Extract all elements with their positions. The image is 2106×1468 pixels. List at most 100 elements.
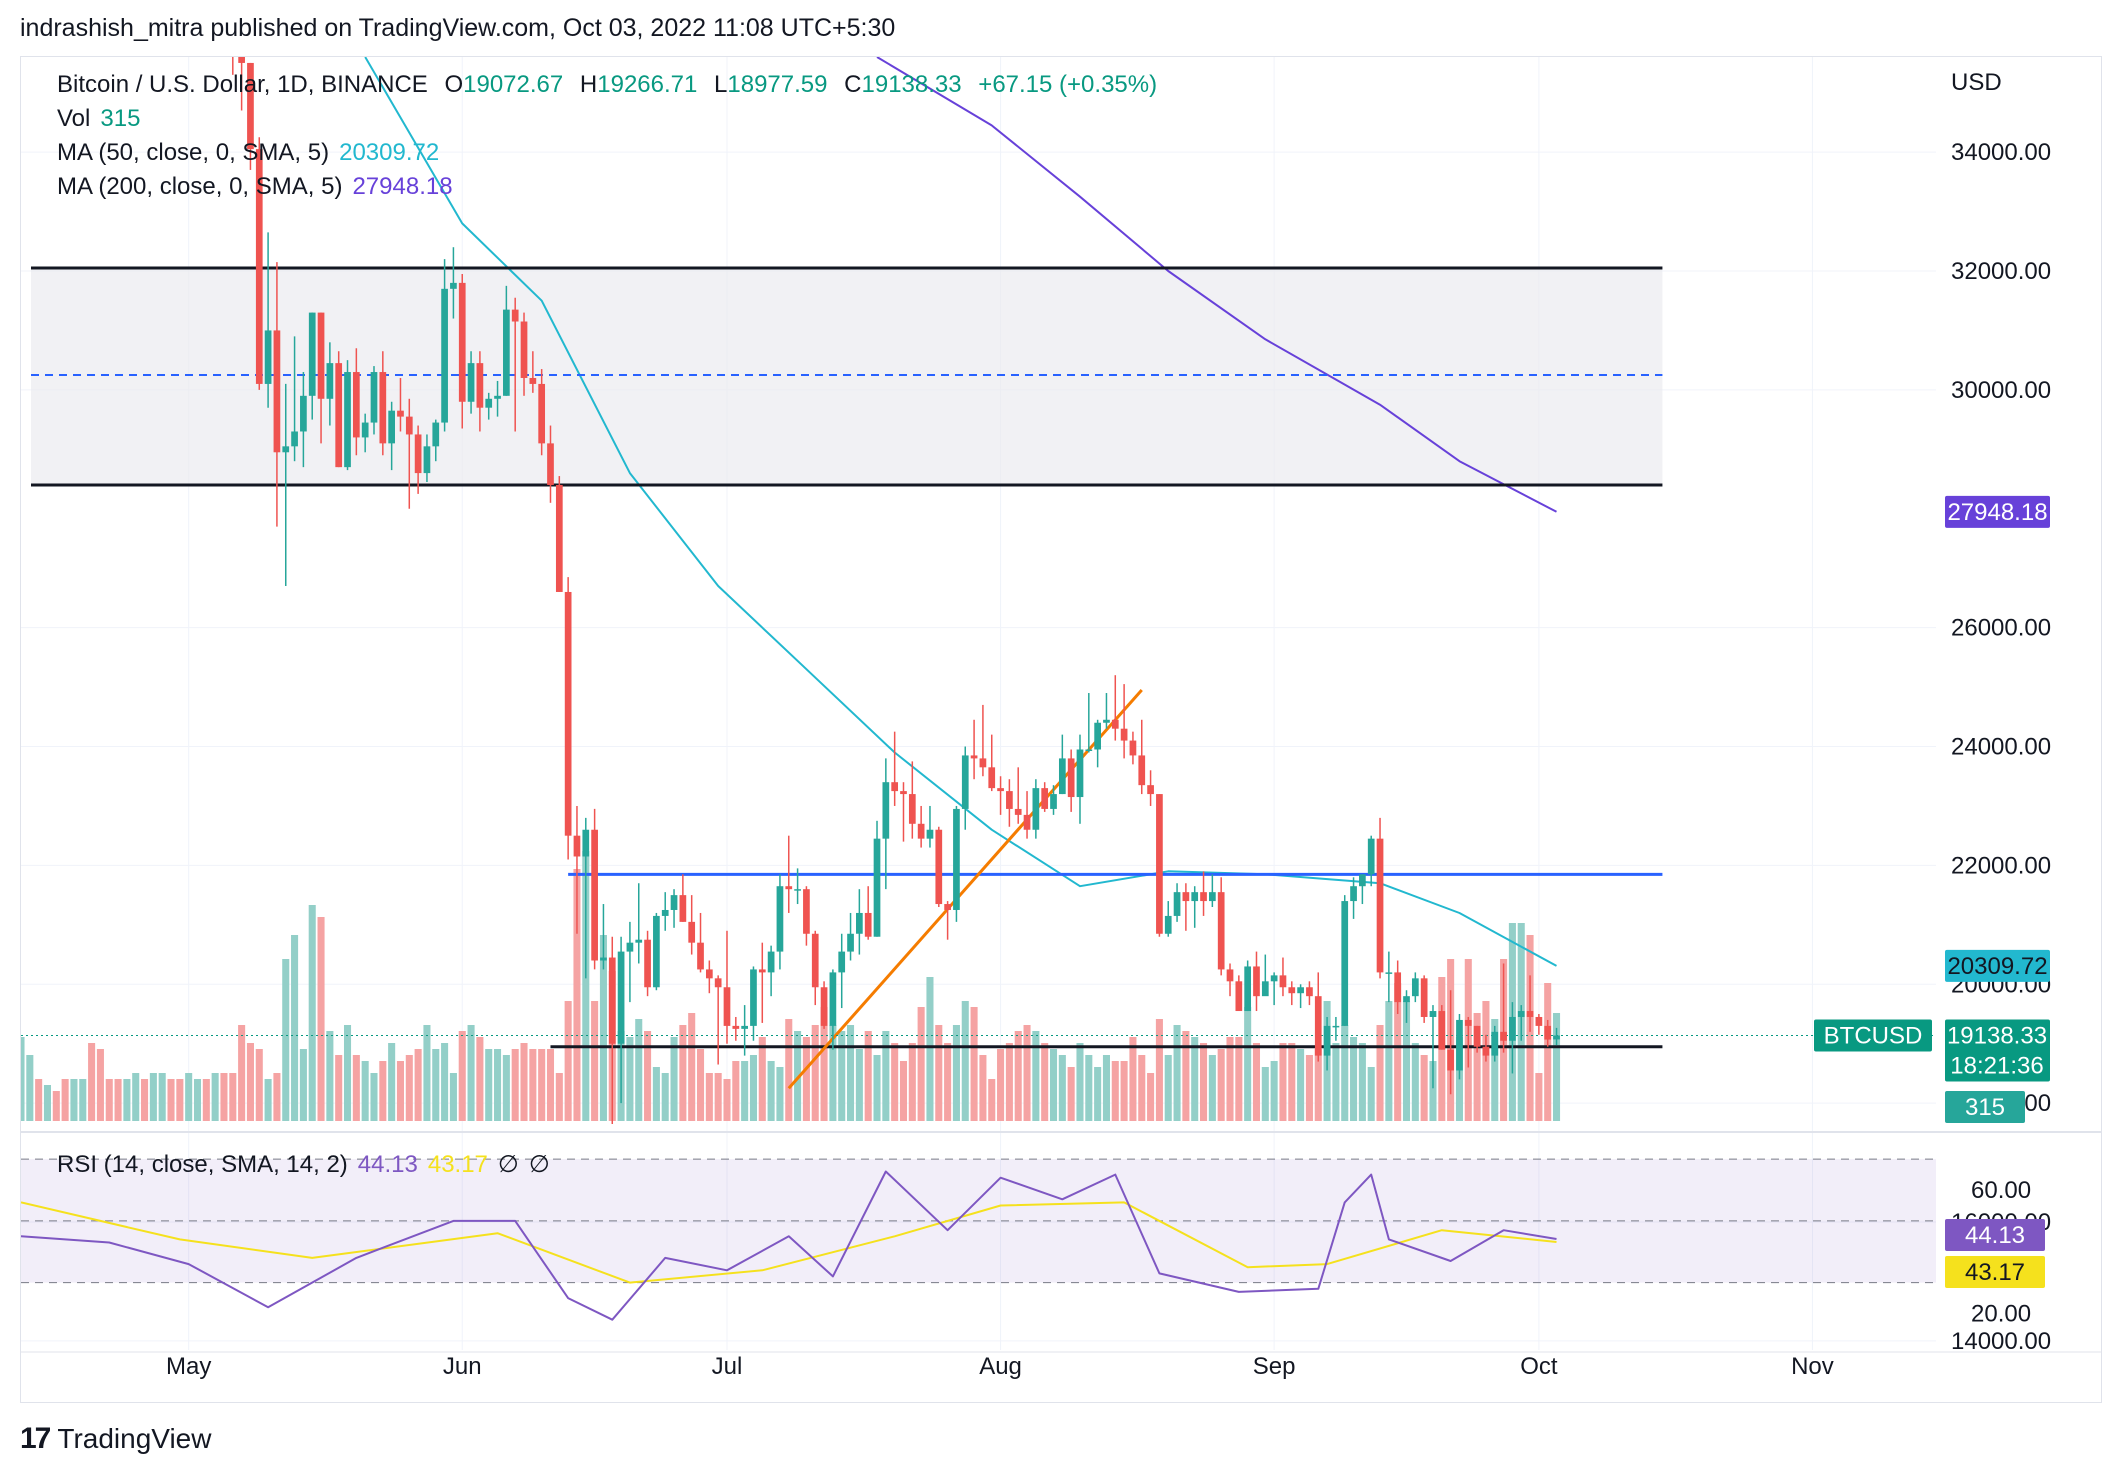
volume-bar — [1341, 1025, 1349, 1121]
ma50-price-tag: 20309.72 — [1945, 949, 2050, 982]
candle-body — [511, 309, 519, 322]
candle — [1385, 951, 1393, 1003]
volume-bar — [670, 1037, 678, 1121]
candle-body — [1085, 749, 1093, 751]
candle — [979, 704, 987, 777]
volume-bar — [847, 1025, 855, 1121]
candle — [1526, 975, 1534, 1032]
legend-vol-value: 315 — [100, 105, 141, 132]
candle-body — [335, 363, 343, 468]
candle-body — [1517, 1011, 1525, 1017]
candle-body — [803, 889, 810, 934]
candle — [555, 476, 563, 592]
candle — [1164, 901, 1172, 937]
candle-body — [900, 791, 907, 795]
candle-body — [1209, 892, 1216, 902]
candle-body — [608, 957, 616, 1044]
candle — [653, 912, 660, 991]
candle — [600, 904, 607, 970]
candle — [1050, 785, 1057, 815]
candle-body — [591, 829, 598, 961]
candle-body — [423, 446, 431, 474]
legend-rsi-label[interactable]: RSI (14, close, SMA, 14, 2) — [57, 1151, 348, 1178]
candle — [450, 247, 457, 319]
candle-body — [988, 767, 996, 789]
legend-symbol[interactable]: Bitcoin / U.S. Dollar, 1D, BINANCE — [57, 71, 428, 98]
candle — [1464, 1016, 1472, 1068]
price-tick-label: 24000.00 — [1951, 734, 2051, 761]
candle — [1491, 1025, 1499, 1062]
volume-bar — [591, 1001, 599, 1121]
candle-body — [679, 895, 687, 922]
candle — [1067, 749, 1075, 812]
symbol-tag: BTCUSD — [1814, 1019, 1932, 1052]
price-tick-label: 22000.00 — [1951, 852, 2051, 879]
candle — [582, 817, 590, 979]
legend-ma50-label[interactable]: MA (50, close, 0, SMA, 5) — [57, 139, 330, 166]
volume-bar — [917, 1007, 925, 1121]
volume-bar — [723, 1079, 731, 1121]
chart-frame[interactable]: 34000.00 32000.00 30000.00 26000.00 24000.00… — [20, 56, 2102, 1403]
volume-bar — [899, 1061, 908, 1121]
volume-bar — [1358, 1043, 1366, 1121]
candle-body — [688, 921, 696, 943]
candle-body — [1526, 1011, 1534, 1017]
volume-bar — [379, 1061, 387, 1121]
volume-bar — [79, 1079, 87, 1121]
candle — [891, 731, 899, 806]
volume-bar — [1244, 1007, 1252, 1121]
candle-body — [1288, 987, 1296, 994]
candle-body — [538, 383, 546, 444]
candle-body — [467, 363, 475, 402]
volume-bar — [1173, 1025, 1181, 1121]
volume-bar — [405, 1055, 413, 1121]
volume-bar — [238, 1025, 246, 1121]
footer-brand[interactable]: 17 TradingView — [20, 1422, 211, 1456]
volume-bar — [1102, 1055, 1110, 1121]
volume-bar — [370, 1073, 378, 1121]
legend-vol-label[interactable]: Vol — [57, 105, 91, 132]
volume-bar — [546, 1049, 555, 1121]
candle-body — [1164, 915, 1172, 934]
candle — [1394, 960, 1402, 1015]
candle — [953, 805, 960, 922]
candle — [820, 981, 828, 1029]
rsi-value-tag: 44.13 — [1945, 1219, 2045, 1252]
candle — [264, 232, 272, 408]
time-tick-label: Jul — [712, 1353, 743, 1380]
candle — [1120, 684, 1128, 759]
time-tick-label: Oct — [1520, 1353, 1558, 1380]
volume-bar — [158, 1073, 166, 1121]
price-tick-label: 14000.00 — [1951, 1328, 2051, 1355]
volume-bar — [1297, 1049, 1305, 1121]
volume-bar — [485, 1049, 493, 1121]
volume-bar — [1032, 1031, 1040, 1121]
volume-bar — [626, 1037, 634, 1121]
candle-body — [723, 987, 731, 1026]
candle-body — [1323, 1025, 1331, 1056]
candle-body — [864, 912, 872, 937]
candle — [626, 921, 634, 1003]
candle — [1147, 770, 1154, 806]
candle — [617, 936, 625, 1104]
ma200-line — [876, 57, 1557, 513]
volume-bar — [502, 1055, 510, 1121]
candle-body — [494, 395, 501, 399]
volume-bar — [1217, 1049, 1225, 1121]
volume-bar — [882, 1031, 890, 1121]
candle-body — [273, 330, 281, 453]
candle — [1544, 1019, 1552, 1047]
candle-body — [856, 912, 863, 934]
volume-bar — [688, 1013, 696, 1121]
candle — [1226, 963, 1234, 997]
volume-bar — [1376, 1025, 1384, 1121]
candle-body — [1420, 978, 1428, 1017]
legend-ma200-label[interactable]: MA (200, close, 0, SMA, 5) — [57, 173, 343, 200]
volume-bar — [449, 1073, 457, 1121]
candle-body — [635, 939, 643, 943]
candle-body — [626, 942, 634, 952]
symbol-tag-bg — [1814, 1019, 1932, 1052]
chart-canvas[interactable]: 34000.00 32000.00 30000.00 26000.00 24000.00… — [21, 57, 2101, 1402]
volume-bar — [997, 1049, 1005, 1121]
candle — [1500, 963, 1507, 1053]
